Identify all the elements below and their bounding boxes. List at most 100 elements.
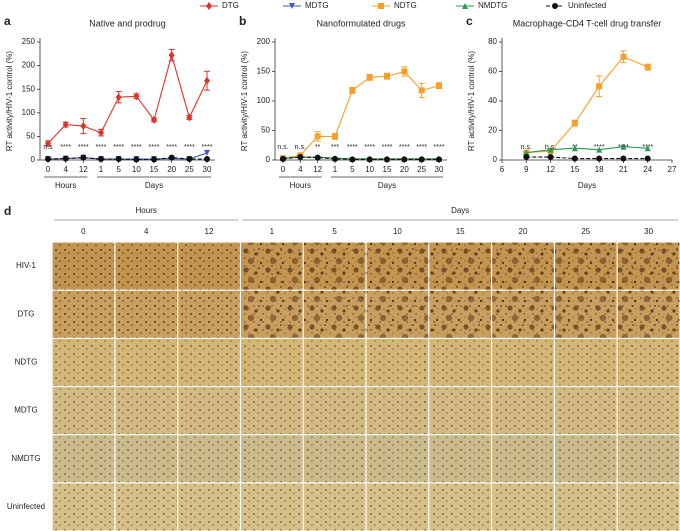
y-axis-label: RT activity/HIV-1 control (%) <box>467 51 476 152</box>
micrograph-texture <box>115 290 177 338</box>
significance-label: ** <box>572 144 578 151</box>
x-tick-label: 12 <box>313 165 322 174</box>
data-point <box>418 156 425 163</box>
column-label: 10 <box>393 227 402 236</box>
significance-label: **** <box>149 144 160 151</box>
data-point <box>571 120 578 127</box>
micrograph-texture <box>555 338 617 386</box>
x-tick-label: 30 <box>203 165 212 174</box>
column-label: 5 <box>332 227 337 236</box>
y-tick-label: 150 <box>257 67 271 76</box>
micrograph-texture <box>52 338 115 386</box>
row-label: DTG <box>18 309 35 318</box>
x-tick-label: 1 <box>99 165 104 174</box>
legend-label: NMDTG <box>478 1 507 10</box>
legend-marker <box>289 3 295 9</box>
micrograph-texture <box>617 338 680 386</box>
micrograph-texture <box>241 435 303 483</box>
data-point <box>80 122 87 131</box>
data-point <box>547 146 554 153</box>
data-point <box>401 156 408 163</box>
micrograph-texture <box>178 242 240 290</box>
micrograph-texture <box>241 387 303 435</box>
chart-title: Nanoformulated drugs <box>316 18 406 28</box>
significance-label: *** <box>331 144 339 151</box>
series-line <box>282 156 439 160</box>
micrograph-texture <box>115 387 177 435</box>
panel-label: d <box>4 204 11 218</box>
x-tick-label: 20 <box>167 165 176 174</box>
significance-label: n.s. <box>295 144 306 151</box>
x-tick-label: 10 <box>365 165 374 174</box>
y-axis-label: RT activity/HIV-1 control (%) <box>240 51 249 152</box>
x-tick-label: 5 <box>116 165 121 174</box>
panel-label: b <box>239 14 246 28</box>
group-label: Days <box>145 181 163 190</box>
data-point <box>644 155 651 162</box>
significance-label: **** <box>642 144 653 151</box>
x-tick-label: 1 <box>333 165 338 174</box>
series-line <box>526 56 648 154</box>
significance-label: ** <box>315 144 321 151</box>
data-point <box>349 156 356 163</box>
data-point <box>186 113 193 122</box>
data-point <box>168 51 175 60</box>
micrograph-texture <box>617 242 680 290</box>
micrograph-texture <box>178 338 240 386</box>
data-point <box>547 154 554 161</box>
significance-label: n.s. <box>277 144 288 151</box>
significance-label: **** <box>364 144 375 151</box>
legend-marker <box>206 2 212 10</box>
data-point <box>168 154 175 161</box>
row-label: Uninfected <box>7 502 45 511</box>
micrograph-texture <box>429 435 491 483</box>
micrograph-texture <box>617 290 680 338</box>
x-tick-label: 4 <box>63 165 68 174</box>
column-label: 15 <box>456 227 465 236</box>
data-point <box>133 92 140 101</box>
column-label: 0 <box>81 227 86 236</box>
x-tick-label: 0 <box>281 165 286 174</box>
x-tick-label: 4 <box>298 165 303 174</box>
row-label: MDTG <box>14 406 38 415</box>
micrograph-texture <box>429 290 491 338</box>
micrograph-texture <box>429 338 491 386</box>
micrograph-texture <box>492 483 554 531</box>
micrograph-texture <box>492 290 554 338</box>
y-tick-label: 80 <box>488 37 497 46</box>
significance-label: **** <box>78 144 89 151</box>
micrograph-texture <box>555 242 617 290</box>
micrograph-texture <box>241 483 303 531</box>
micrograph-texture <box>366 290 429 338</box>
micrograph-texture <box>617 483 680 531</box>
series-line <box>47 157 207 161</box>
data-point <box>418 87 425 94</box>
column-label: 4 <box>144 227 149 236</box>
significance-label: **** <box>382 144 393 151</box>
significance-label: **** <box>131 144 142 151</box>
column-label: 30 <box>644 227 653 236</box>
micrograph-texture <box>366 435 429 483</box>
data-point <box>133 156 140 163</box>
x-axis-label: Days <box>578 181 596 190</box>
data-point <box>204 149 210 156</box>
legend-marker <box>462 3 468 9</box>
data-point <box>436 156 442 163</box>
x-tick-label: 0 <box>46 165 51 174</box>
data-point <box>98 128 104 137</box>
significance-label: **** <box>399 144 410 151</box>
micrograph-texture <box>303 290 366 338</box>
group-label: Hours <box>290 181 311 190</box>
column-label: 25 <box>581 227 590 236</box>
micrograph-texture <box>492 387 554 435</box>
x-tick-label: 15 <box>570 165 579 174</box>
x-tick-label: 24 <box>643 165 652 174</box>
series-line <box>282 156 439 160</box>
y-tick-label: 200 <box>22 61 36 70</box>
panel-label: c <box>466 14 473 28</box>
x-tick-label: 12 <box>546 165 555 174</box>
column-label: 1 <box>270 227 275 236</box>
micrograph-texture <box>303 338 366 386</box>
significance-label: **** <box>347 144 358 151</box>
micrograph-texture <box>115 338 177 386</box>
